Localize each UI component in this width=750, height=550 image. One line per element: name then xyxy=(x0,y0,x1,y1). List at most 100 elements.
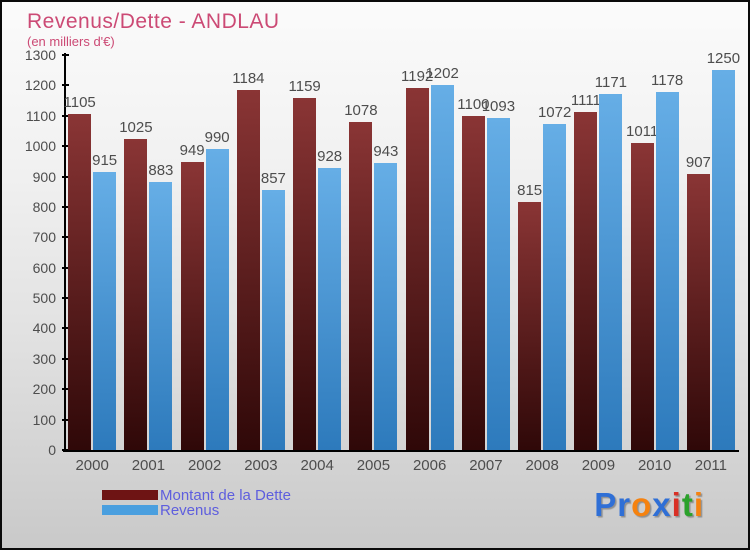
bar-value-label: 1202 xyxy=(425,64,459,82)
bar-value-label: 990 xyxy=(204,129,230,147)
bar-dette xyxy=(124,138,148,450)
legend-label: Revenus xyxy=(160,502,220,519)
x-axis-year-label: 2011 xyxy=(694,457,728,474)
logo-letter: x xyxy=(652,486,672,523)
y-axis-tick xyxy=(62,449,69,451)
bar-value-label: 883 xyxy=(148,161,174,179)
y-axis-tick-label: 200 xyxy=(32,381,56,398)
bar-value-label: 1250 xyxy=(706,50,741,68)
y-axis-tick-label: 500 xyxy=(32,290,56,307)
x-axis-year-label: 2010 xyxy=(637,457,672,474)
y-axis-line xyxy=(64,53,66,452)
chart-subtitle: (en milliers d'€) xyxy=(27,34,115,49)
logo-letter: i xyxy=(671,486,682,523)
logo-letter: r xyxy=(617,486,632,523)
bar-value-label: 857 xyxy=(260,169,286,187)
y-axis-tick-label: 1300 xyxy=(24,47,56,63)
x-axis-year-label: 2001 xyxy=(131,457,166,474)
bar-dette xyxy=(180,161,204,450)
bar-dette xyxy=(236,90,260,450)
logo-letter: P xyxy=(594,486,618,523)
y-axis-tick-label: 800 xyxy=(32,198,56,215)
bar-revenus xyxy=(149,181,173,450)
bar-value-label: 915 xyxy=(92,151,118,169)
bar-revenus xyxy=(374,163,398,450)
y-axis-tick-label: 1100 xyxy=(25,107,56,124)
y-axis-tick xyxy=(62,84,69,87)
legend-swatch xyxy=(102,505,158,515)
bar-revenus xyxy=(261,189,285,450)
bar-value-label: 1072 xyxy=(537,104,572,122)
bar-revenus xyxy=(486,117,510,450)
x-axis-year-label: 2004 xyxy=(300,457,334,474)
y-axis-tick xyxy=(62,114,69,117)
y-axis-tick-label: 1000 xyxy=(24,138,56,155)
bar-dette xyxy=(461,115,485,450)
bar-revenus xyxy=(655,92,679,450)
bar-value-label: 1078 xyxy=(344,102,378,120)
bar-value-label: 907 xyxy=(685,154,711,172)
bar-dette xyxy=(349,122,373,450)
legend-label: Montant de la Dette xyxy=(160,487,291,504)
bar-revenus xyxy=(205,149,229,450)
x-axis-year-label: 2008 xyxy=(525,457,559,474)
y-axis-tick xyxy=(62,54,69,56)
x-axis-year-label: 2006 xyxy=(412,457,447,474)
bar-value-label: 943 xyxy=(373,143,399,161)
logo-letter: o xyxy=(631,486,653,523)
bar-dette xyxy=(518,202,542,450)
proxiti-logo: Proxiti xyxy=(594,486,704,524)
y-axis-tick xyxy=(62,357,69,360)
logo-letter: t xyxy=(681,486,694,523)
y-axis-tick-label: 600 xyxy=(32,259,56,276)
bar-revenus xyxy=(430,84,454,450)
x-axis-year-label: 2005 xyxy=(356,457,391,474)
bar-value-label: 928 xyxy=(317,148,343,166)
bar-value-label: 1011 xyxy=(625,122,659,140)
y-axis-tick-label: 100 xyxy=(32,411,56,428)
y-axis-tick xyxy=(62,236,69,239)
bar-value-label: 1159 xyxy=(288,77,321,95)
x-axis-line xyxy=(63,450,739,452)
y-axis-tick-label: 0 xyxy=(48,442,56,458)
bar-dette xyxy=(574,112,598,450)
bar-dette xyxy=(68,114,92,450)
y-axis-tick-label: 700 xyxy=(32,229,56,246)
bar-value-label: 1171 xyxy=(594,74,628,92)
y-axis-tick xyxy=(62,266,69,269)
bar-revenus xyxy=(543,124,567,450)
y-axis-tick-label: 1200 xyxy=(24,77,56,94)
x-axis-year-label: 2000 xyxy=(75,457,109,474)
y-axis-tick xyxy=(62,297,69,300)
bar-dette xyxy=(293,97,317,450)
bar-value-label: 1184 xyxy=(232,70,265,88)
y-axis-tick-label: 900 xyxy=(32,168,56,185)
chart-title: Revenus/Dette - ANDLAU xyxy=(27,10,280,33)
y-axis-tick xyxy=(62,175,69,178)
y-axis-tick-label: 300 xyxy=(32,350,56,367)
bar-value-label: 1105 xyxy=(63,94,96,112)
bar-revenus xyxy=(711,70,735,450)
bar-value-label: 1093 xyxy=(481,97,516,115)
bar-value-label: 1100 xyxy=(457,95,490,113)
bar-revenus xyxy=(599,94,623,450)
bar-value-label: 1178 xyxy=(650,72,684,90)
bar-value-label: 949 xyxy=(179,141,205,159)
y-axis-tick xyxy=(62,327,69,330)
x-axis-year-label: 2009 xyxy=(581,457,616,474)
bar-value-label: 815 xyxy=(517,182,543,200)
x-axis-year-label: 2007 xyxy=(469,457,503,474)
bar-value-label: 1192 xyxy=(400,67,434,85)
y-axis-tick xyxy=(62,205,69,208)
bar-dette xyxy=(405,87,429,450)
y-axis-tick-label: 400 xyxy=(32,320,56,337)
bar-dette xyxy=(686,174,710,450)
bar-revenus xyxy=(318,168,342,450)
bar-revenus xyxy=(93,171,117,450)
bar-value-label: 1111 xyxy=(570,92,601,110)
logo-letter: i xyxy=(693,486,704,523)
x-axis-year-label: 2002 xyxy=(187,457,222,474)
y-axis-tick xyxy=(62,388,69,391)
y-axis-tick xyxy=(62,145,69,148)
